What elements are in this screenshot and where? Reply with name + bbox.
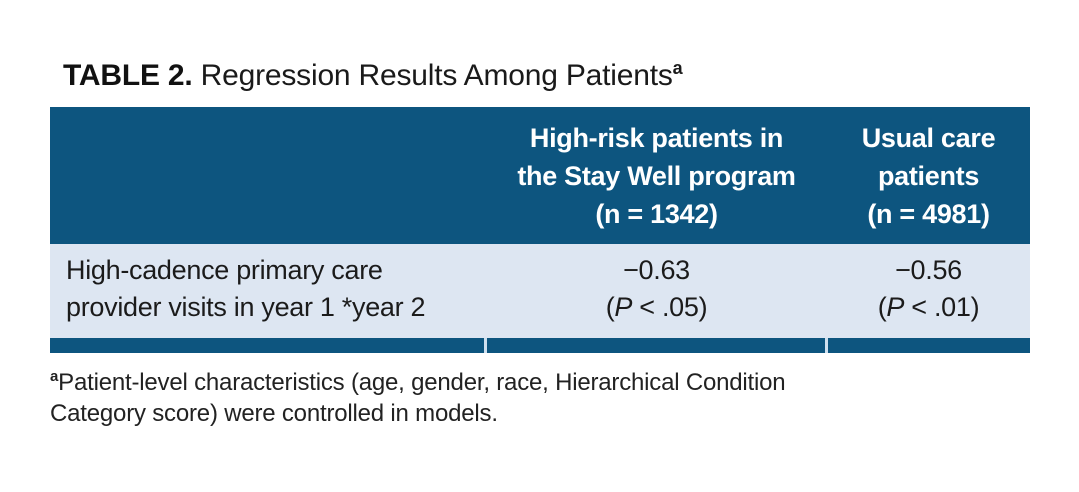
regression-table: High-risk patients in the Stay Well prog… (50, 107, 1030, 353)
bottom-rule-segment (487, 338, 825, 353)
bottom-rule-segment (50, 338, 484, 353)
table-number: TABLE 2. (63, 59, 193, 92)
header-line: Usual care (861, 122, 996, 153)
estimate-value: −0.56 (895, 255, 962, 285)
table-row: High-cadence primary care provider visit… (50, 244, 1030, 338)
footnote-line-2: Category score) were controlled in model… (50, 400, 498, 427)
row-label-line: provider visits in year 1 *year 2 (66, 292, 426, 322)
header-cell-usual-care: Usual care patients (n = 4981) (827, 107, 1030, 244)
estimate-value: −0.63 (623, 255, 690, 285)
bottom-rule-segment (828, 338, 1030, 353)
header-line: High-risk patients in (529, 122, 784, 153)
row-label-line: High-cadence primary care (66, 255, 383, 285)
header-line: the Stay Well program (517, 160, 796, 191)
p-value: (P < .05) (605, 292, 708, 322)
value-cell-usual-care: −0.56 (P < .01) (827, 244, 1030, 338)
table-title: TABLE 2. Regression Results Among Patien… (63, 58, 683, 94)
footnote-line-1: Patient-level characteristics (age, gend… (58, 369, 786, 396)
header-line: (n = 4981) (867, 198, 990, 229)
table-footnote: aPatient-level characteristics (age, gen… (50, 367, 786, 429)
header-line: patients (877, 160, 980, 191)
header-line: (n = 1342) (595, 198, 718, 229)
table-header-row: High-risk patients in the Stay Well prog… (50, 107, 1030, 244)
title-footnote-marker: a (672, 58, 683, 78)
header-cell-row-label (50, 107, 486, 244)
table-caption: Regression Results Among Patients (192, 59, 673, 92)
footnote-marker: a (50, 368, 59, 385)
p-value: (P < .01) (877, 292, 980, 322)
row-label-cell: High-cadence primary care provider visit… (50, 244, 486, 338)
header-cell-stay-well: High-risk patients in the Stay Well prog… (486, 107, 827, 244)
value-cell-stay-well: −0.63 (P < .05) (486, 244, 827, 338)
table-bottom-rule (50, 338, 1030, 353)
